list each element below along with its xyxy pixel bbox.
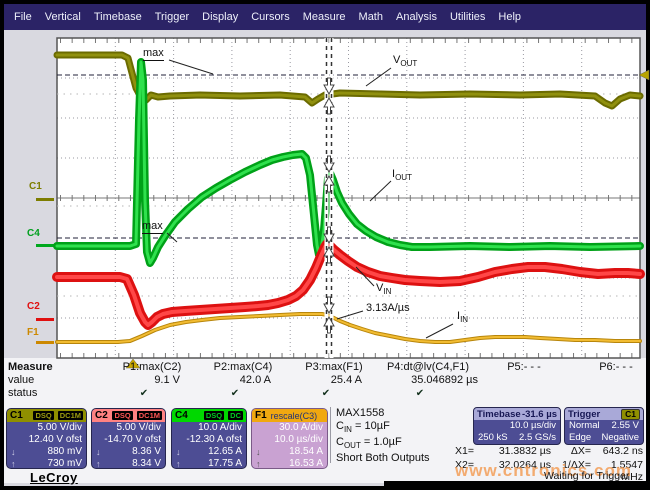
measure-p2[interactable]: P2:max(C4) 42.0 A ✔ (187, 361, 299, 400)
menu-vertical[interactable]: Vertical (44, 11, 81, 23)
math-box-f1[interactable]: F1 rescale(C3) 30.0 A/div 10.0 µs/div ↓ 1… (251, 408, 328, 469)
measure-p6[interactable]: P6:- - - (599, 361, 633, 373)
inverse-dx-value: 1.5547 MHz (610, 459, 643, 483)
trigger-level: 2.55 V (611, 420, 639, 431)
watermark: www.cntronics.com (455, 461, 632, 480)
annotation-max-upper: max (143, 47, 164, 61)
channel-label-f1[interactable]: F1 (27, 327, 39, 338)
p2-status-check: ✔ (230, 388, 240, 399)
rise-arrow-icon: ↑ (96, 459, 101, 469)
c1-badge-coupling: DC1M (57, 411, 83, 420)
c2-badge-coupling: DC1M (136, 411, 162, 420)
fall-arrow-icon: ↓ (11, 447, 16, 457)
timebase-box[interactable]: Timebase -31.6 µs 10.0 µs/div 250 kS 2.5… (473, 407, 561, 445)
c2-badge-dsq: DSQ (112, 411, 133, 420)
measure-p4[interactable]: P4:dt@lv(C4,F1) 35.046892 µs ✔ (366, 361, 490, 400)
trigger-slope: Negative (601, 432, 640, 443)
measure-status-header: status (8, 387, 38, 399)
channel-box-c2[interactable]: C2 DSQ DC1M 5.00 V/div -14.70 V ofst ↓ 8.… (91, 408, 166, 469)
cin-note: CIN = 10µF (336, 420, 390, 435)
fall-arrow-icon: ↓ (96, 447, 101, 457)
trigger-source-badge: C1 (621, 408, 640, 420)
menu-math[interactable]: Math (358, 11, 383, 23)
measure-header: Measure (8, 361, 53, 373)
p4-status-check: ✔ (415, 388, 425, 399)
panel-divider (330, 407, 331, 463)
p1-status-check: ✔ (139, 388, 149, 399)
rise-arrow-icon: ↑ (256, 459, 261, 469)
channel-box-c4[interactable]: C4 DSQ DC 10.0 A/div -12.30 A ofst ↓ 12.6… (171, 408, 247, 469)
lecroy-logo: LeCroy (30, 470, 78, 485)
menu-bar: File Vertical Timebase Trigger Display C… (4, 4, 646, 30)
menu-file[interactable]: File (14, 11, 32, 23)
c4-badge-coupling: DC (228, 411, 243, 420)
cout-note: COUT = 1.0µF (336, 436, 402, 451)
timebase-samples: 250 kS (478, 432, 508, 443)
fall-arrow-icon: ↓ (256, 447, 261, 457)
timebase-rate: 2.5 GS/s (519, 432, 556, 443)
measure-value-header: value (8, 374, 35, 386)
channel-box-c1[interactable]: C1 DSQ DC1M 5.00 V/div 12.40 V ofst ↓ 880… (6, 408, 87, 469)
menu-cursors[interactable]: Cursors (251, 11, 290, 23)
annotation-vin: VIN (376, 282, 392, 297)
measure-p5[interactable]: P5:- - - (507, 361, 541, 373)
menu-help[interactable]: Help (498, 11, 522, 23)
channel-label-c2[interactable]: C2 (27, 301, 40, 312)
menu-display[interactable]: Display (202, 11, 239, 23)
annotation-iin: IIN (457, 310, 469, 325)
setup-notes: MAX1558 CIN = 10µF COUT = 1.0µF Short Bo… (336, 407, 430, 465)
trigger-box[interactable]: Trigger C1 Normal 2.55 V Edge Negative (564, 407, 644, 445)
fall-arrow-icon: ↓ (176, 447, 181, 457)
menu-utilities[interactable]: Utilities (449, 11, 486, 23)
menu-measure[interactable]: Measure (302, 11, 346, 23)
menu-timebase[interactable]: Timebase (93, 11, 142, 23)
annotation-vout: VOUT (393, 54, 418, 69)
timebase-offset: -31.6 µs (521, 408, 557, 420)
trigger-status-text: Waiting for Trigger (544, 470, 630, 482)
c4-badge-dsq: DSQ (203, 411, 225, 420)
device-name: MAX1558 (336, 407, 385, 419)
annotation-iout: IOUT (392, 168, 412, 183)
timebase-per-div: 10.0 µs/div (509, 420, 556, 431)
annotation-slope: 3.13A/µs (366, 302, 410, 314)
bezel-strip (384, 481, 646, 490)
x2-value: 32.0264 µs (498, 459, 551, 471)
trigger-mode: Normal (569, 420, 600, 431)
channel-label-c4[interactable]: C4 (27, 228, 40, 239)
menu-trigger[interactable]: Trigger (154, 11, 190, 23)
rise-arrow-icon: ↑ (176, 459, 181, 469)
menu-analysis[interactable]: Analysis (396, 11, 437, 23)
c1-badge-dsq: DSQ (33, 411, 54, 420)
p3-status-check: ✔ (321, 388, 331, 399)
measure-p3[interactable]: P3:max(F1) 25.4 A ✔ (278, 361, 390, 400)
dx-value: 643.2 ns (602, 445, 643, 457)
cursor-readout-row1: X1= 31.3832 µs ΔX= 643.2 ns (455, 445, 643, 457)
x1-value: 31.3832 µs (498, 445, 551, 457)
condition-note: Short Both Outputs (336, 452, 430, 465)
channel-label-c1[interactable]: C1 (29, 181, 42, 192)
trigger-type: Edge (569, 432, 592, 443)
annotation-max-lower: max (142, 220, 163, 234)
rise-arrow-icon: ↑ (11, 459, 16, 469)
f1-function: rescale(C3) (270, 410, 318, 421)
cursor-readout-row2: X2= 32.0264 µs 1/ΔX= 1.5547 MHz (455, 459, 643, 483)
